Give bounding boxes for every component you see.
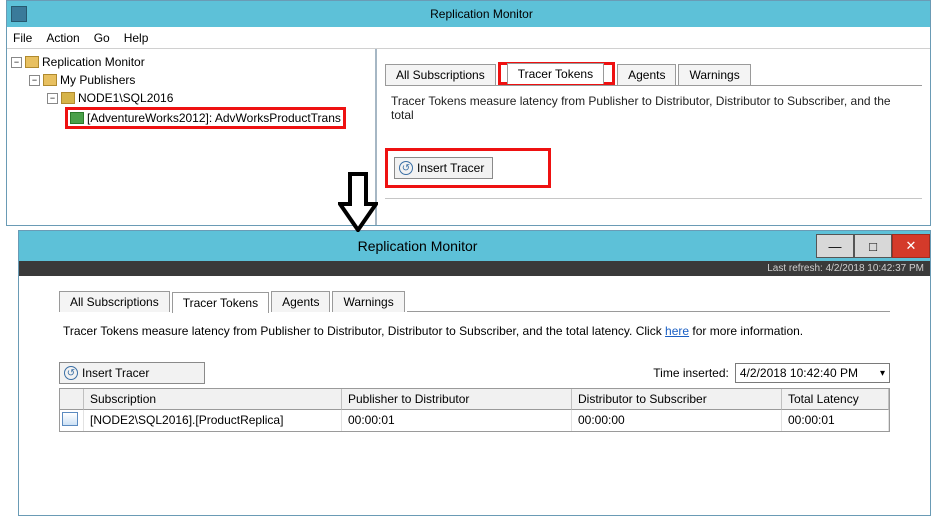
tracer-tokens-highlight: Tracer Tokens [498,62,615,85]
publication-highlight: [AdventureWorks2012]: AdvWorksProductTra… [65,107,346,129]
table-row[interactable]: [NODE2\SQL2016].[ProductReplica] 00:00:0… [60,410,889,431]
window-title: Replication Monitor [19,238,816,254]
tab-strip: All Subscriptions Tracer Tokens Agents W… [385,61,922,85]
col-pub-to-dist[interactable]: Publisher to Distributor [342,389,572,410]
monitor-icon [25,56,39,68]
col-subscription[interactable]: Subscription [84,389,342,410]
menu-help[interactable]: Help [124,31,149,45]
flow-arrow-icon [338,172,378,232]
tab-tracer-tokens[interactable]: Tracer Tokens [172,292,269,313]
desc-prefix: Tracer Tokens measure latency from Publi… [63,324,665,338]
tab-all-subscriptions[interactable]: All Subscriptions [59,291,170,312]
tab-warnings[interactable]: Warnings [678,64,750,85]
col-total-latency[interactable]: Total Latency [782,389,889,410]
tracer-toolbar: ↺ Insert Tracer Time inserted: 4/2/2018 … [59,358,890,388]
tree-pane: − Replication Monitor − My Publishers − … [7,49,377,225]
detail-pane: All Subscriptions Tracer Tokens Agents W… [377,49,930,225]
chevron-down-icon: ▾ [880,368,885,379]
close-button[interactable]: ✕ [892,234,930,258]
time-inserted-label: Time inserted: [653,366,729,380]
window-title: Replication Monitor [33,7,930,21]
titlebar[interactable]: Replication Monitor — □ ✕ [19,231,930,261]
menubar: File Action Go Help [7,27,930,49]
titlebar[interactable]: Replication Monitor [7,1,930,27]
insert-tracer-button[interactable]: ↺ Insert Tracer [59,362,205,384]
tree-node-label: NODE1\SQL2016 [78,91,173,105]
tab-agents[interactable]: Agents [271,291,330,312]
insert-tracer-highlight: ↺ Insert Tracer [385,148,551,188]
window-buttons: — □ ✕ [816,234,930,258]
collapse-icon[interactable]: − [11,57,22,68]
server-icon [61,92,75,104]
insert-tracer-label: Insert Tracer [82,366,149,380]
menu-file[interactable]: File [13,31,32,45]
col-dist-to-sub[interactable]: Distributor to Subscriber [572,389,782,410]
subscription-icon [62,412,78,426]
tree-publishers[interactable]: − My Publishers [11,71,371,89]
menu-go[interactable]: Go [94,31,110,45]
tree-root[interactable]: − Replication Monitor [11,53,371,71]
minimize-button[interactable]: — [816,234,854,258]
insert-tracer-label: Insert Tracer [417,161,484,175]
collapse-icon[interactable]: − [29,75,40,86]
tracer-description: Tracer Tokens measure latency from Publi… [385,86,922,130]
grid-header: Subscription Publisher to Distributor Di… [60,389,889,410]
cell-dist-to-sub: 00:00:00 [572,410,782,431]
tracer-description: Tracer Tokens measure latency from Publi… [59,312,890,358]
tree-publication-label[interactable]: [AdventureWorks2012]: AdvWorksProductTra… [87,111,341,125]
tab-all-subscriptions[interactable]: All Subscriptions [385,64,496,85]
row-icon-cell [60,410,84,431]
time-inserted: Time inserted: 4/2/2018 10:42:40 PM ▾ [653,363,890,383]
app-icon [11,6,27,22]
publication-icon [70,112,84,124]
cell-subscription: [NODE2\SQL2016].[ProductReplica] [84,410,342,431]
insert-tracer-button[interactable]: ↺ Insert Tracer [394,157,493,179]
replication-monitor-window-bottom: Replication Monitor — □ ✕ Last refresh: … [18,230,931,516]
menu-action[interactable]: Action [46,31,79,45]
tree-publishers-label: My Publishers [60,73,135,87]
time-inserted-combo[interactable]: 4/2/2018 10:42:40 PM ▾ [735,363,890,383]
collapse-icon[interactable]: − [47,93,58,104]
tab-agents[interactable]: Agents [617,64,676,85]
refresh-icon: ↺ [64,366,78,380]
desc-suffix: for more information. [689,324,803,338]
tree-root-label: Replication Monitor [42,55,145,69]
folder-icon [43,74,57,86]
time-inserted-value: 4/2/2018 10:42:40 PM [740,366,858,380]
maximize-button[interactable]: □ [854,234,892,258]
replication-monitor-window-top: Replication Monitor File Action Go Help … [6,0,931,226]
tree-publication-row: [AdventureWorks2012]: AdvWorksProductTra… [11,109,371,127]
tab-tracer-tokens[interactable]: Tracer Tokens [507,63,604,84]
refresh-icon: ↺ [399,161,413,175]
tab-warnings[interactable]: Warnings [332,291,404,312]
here-link[interactable]: here [665,324,689,338]
cell-total-latency: 00:00:01 [782,410,889,431]
tree-node[interactable]: − NODE1\SQL2016 [11,89,371,107]
cell-pub-to-dist: 00:00:01 [342,410,572,431]
tracer-grid: Subscription Publisher to Distributor Di… [59,388,890,432]
status-strip: Last refresh: 4/2/2018 10:42:37 PM [19,261,930,276]
grid-header-icon [60,389,84,410]
tab-strip: All Subscriptions Tracer Tokens Agents W… [59,288,890,312]
